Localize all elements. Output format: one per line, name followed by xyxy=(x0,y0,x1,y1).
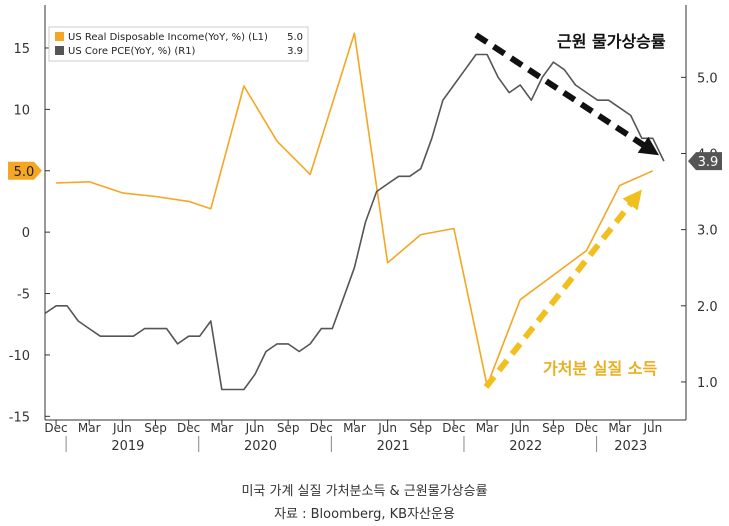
x-month-label: Dec xyxy=(575,421,598,435)
x-month-label: Sep xyxy=(144,421,167,435)
value-tags: 5.0 3.9 xyxy=(8,152,722,180)
right-axis: 5.04.03.02.01.0 xyxy=(681,71,718,391)
annotation-core-pce: 근원 물가상승률 xyxy=(557,32,666,51)
left-tick-label: 10 xyxy=(13,103,30,118)
chart-svg: 151050-5-10-15 5.04.03.02.01.0 DecMarJun… xyxy=(8,5,722,454)
legend-label-income: US Real Disposable Income(YoY, %) (L1) xyxy=(68,32,268,43)
x-month-label: Mar xyxy=(78,421,101,435)
x-month-label: Mar xyxy=(608,421,631,435)
x-year-label: 2022 xyxy=(509,439,542,454)
trend-arrows xyxy=(474,32,660,389)
left-tick-label: -5 xyxy=(17,288,30,303)
legend-label-core-pce: US Core PCE(YoY, %) (R1) xyxy=(68,46,196,57)
x-year-label: 2021 xyxy=(377,439,410,454)
series-line-0 xyxy=(56,32,654,387)
series-line-1 xyxy=(44,53,665,391)
legend: US Real Disposable Income(YoY, %) (L1) 5… xyxy=(48,26,309,62)
x-month-label: Jun xyxy=(245,421,265,435)
left-tick-label: -15 xyxy=(9,410,30,425)
right-value-tag-label: 3.9 xyxy=(698,155,719,170)
x-month-label: Sep xyxy=(277,421,300,435)
core-pce-trend-arrow xyxy=(474,32,660,156)
legend-value-core-pce: 3.9 xyxy=(287,46,303,57)
x-month-label: Dec xyxy=(177,421,200,435)
caption-source: 자료 : Bloomberg, KB자산운용 xyxy=(274,507,455,522)
x-month-label: Dec xyxy=(44,421,67,435)
plot-frame xyxy=(44,5,687,421)
right-value-tag xyxy=(688,152,722,171)
left-value-tag-label: 5.0 xyxy=(14,165,35,180)
legend-swatch-core-pce xyxy=(55,46,64,55)
left-tick-label: 0 xyxy=(22,226,30,241)
annotation-income: 가처분 실질 소득 xyxy=(543,359,657,378)
x-month-label: Mar xyxy=(343,421,366,435)
legend-swatch-income xyxy=(55,32,64,41)
x-year-label: 2023 xyxy=(614,439,647,454)
left-tick-label: 15 xyxy=(13,42,30,57)
right-tick-label: 3.0 xyxy=(697,224,718,239)
left-tick-label: -10 xyxy=(9,349,30,364)
x-year-label: 2020 xyxy=(244,439,277,454)
chart: 151050-5-10-15 5.04.03.02.01.0 DecMarJun… xyxy=(8,5,722,454)
x-month-label: Jun xyxy=(510,421,530,435)
income-trend-arrow xyxy=(483,189,642,389)
right-tick-label: 2.0 xyxy=(697,300,718,315)
x-month-label: Jun xyxy=(642,421,662,435)
left-axis: 151050-5-10-15 xyxy=(9,42,50,425)
x-month-label: Jun xyxy=(112,421,132,435)
x-month-label: Mar xyxy=(211,421,234,435)
x-month-label: Dec xyxy=(310,421,333,435)
left-value-tag xyxy=(8,161,42,180)
legend-value-income: 5.0 xyxy=(287,32,303,43)
x-month-label: Sep xyxy=(542,421,565,435)
right-tick-label: 1.0 xyxy=(697,376,718,391)
x-month-label: Sep xyxy=(409,421,432,435)
x-year-label: 2019 xyxy=(111,439,144,454)
series-layer xyxy=(44,32,665,391)
x-axis: Dec Mar Jun Sep Dec Mar Jun Sep Dec Mar Jun Sep Dec M… xyxy=(44,420,662,454)
x-month-label: Dec xyxy=(442,421,465,435)
caption-title: 미국 가계 실질 가처분소득 & 근원물가상승률 xyxy=(241,484,488,499)
right-tick-label: 5.0 xyxy=(697,71,718,86)
x-month-label: Jun xyxy=(377,421,397,435)
x-month-label: Mar xyxy=(476,421,499,435)
